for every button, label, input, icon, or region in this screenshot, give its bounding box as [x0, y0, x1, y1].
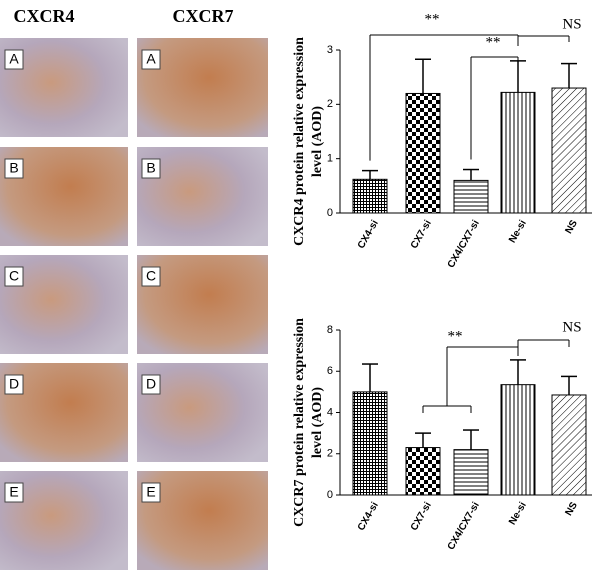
panel-label: E [146, 484, 155, 500]
panel-label: B [146, 160, 155, 176]
column-title: CXCR7 [173, 6, 234, 26]
panel-label-box [141, 266, 161, 287]
column-title: CXCR4 [14, 6, 75, 26]
y-tick-label: 2 [327, 98, 333, 110]
y-axis-label: level (AOD) [310, 106, 325, 177]
y-tick-label: 0 [327, 207, 333, 219]
panel-label: A [9, 51, 19, 67]
y-tick-label: 3 [327, 44, 333, 56]
micrograph-grid: A A B B C C D D E E [0, 38, 268, 570]
panel-label: C [146, 268, 156, 284]
y-axis-label: CXCR7 protein relative expression [292, 318, 307, 527]
x-tick-label: NS [563, 500, 580, 518]
bar [453, 449, 489, 496]
bar [551, 87, 587, 214]
x-tick-label: CX4/CX7-si [446, 218, 482, 270]
y-tick-label: 4 [327, 406, 333, 418]
x-tick-label: CX4/CX7-si [446, 500, 482, 552]
y-tick-label: 0 [327, 489, 333, 501]
panel-label-box [4, 266, 24, 287]
panel-label-box [4, 158, 24, 179]
bar [352, 391, 388, 496]
panel-label-box [4, 482, 24, 503]
panel-label-box [141, 158, 161, 179]
panel-label: A [146, 51, 156, 67]
bar [500, 91, 536, 214]
x-tick-label: Ne-si [507, 500, 529, 527]
bar [405, 447, 441, 496]
significance-label: NS [562, 16, 581, 32]
y-axis-label: CXCR4 protein relative expression [292, 37, 307, 246]
x-tick-label: CX7-si [409, 218, 434, 251]
x-tick-label: CX4-si [356, 218, 381, 251]
significance-label: ** [486, 34, 501, 50]
panel-label: E [9, 484, 18, 500]
panel-label-box [141, 374, 161, 395]
x-tick-label: Ne-si [507, 218, 529, 245]
x-tick-label: CX7-si [409, 500, 434, 533]
bar [352, 178, 388, 214]
panel-label-box [141, 49, 161, 70]
significance-label: ** [425, 11, 440, 27]
panel-label: D [146, 376, 156, 392]
bar [551, 394, 587, 496]
panel-label-box [141, 482, 161, 503]
bar [405, 92, 441, 214]
panel-label-box [4, 374, 24, 395]
x-tick-label: NS [563, 218, 580, 236]
y-tick-label: 2 [327, 448, 333, 460]
significance-label: ** [448, 328, 463, 344]
y-tick-label: 8 [327, 324, 333, 336]
x-tick-label: CX4-si [356, 500, 381, 533]
panel-label-box [4, 49, 24, 70]
y-tick-label: 6 [327, 365, 333, 377]
y-tick-label: 1 [327, 153, 333, 165]
panel-label: D [9, 376, 19, 392]
panel-label: C [9, 268, 19, 284]
bar [453, 179, 489, 214]
significance-label: NS [562, 319, 581, 335]
y-axis-label: level (AOD) [310, 387, 325, 458]
bar [500, 384, 536, 496]
panel-label: B [9, 160, 18, 176]
